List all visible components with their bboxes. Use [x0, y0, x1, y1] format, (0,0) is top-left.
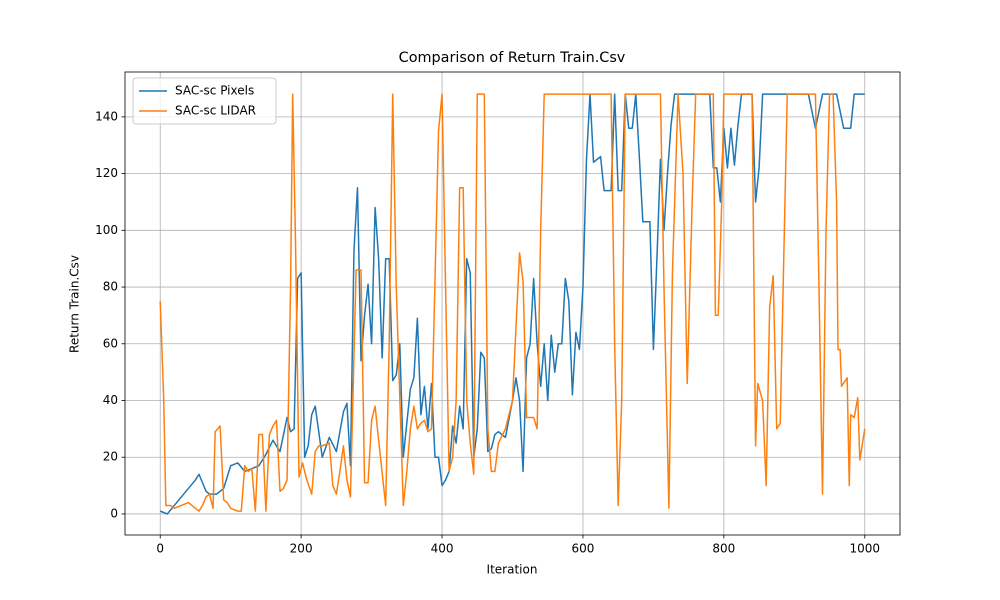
y-tick-label: 60: [103, 336, 118, 350]
x-tick-label: 200: [290, 542, 313, 556]
y-tick-label: 40: [103, 393, 118, 407]
axes-frame: [124, 71, 901, 536]
x-tick-label: 400: [431, 542, 454, 556]
y-tick-label: 120: [95, 166, 118, 180]
line-series: [159, 93, 866, 512]
y-axis-label: Return Train.Csv: [68, 255, 82, 353]
y-tick-label: 20: [103, 450, 118, 464]
y-tick-label: 80: [103, 280, 118, 294]
x-tick-label: 600: [572, 542, 595, 556]
y-tick-label: 140: [95, 109, 118, 123]
x-axis-label: Iteration: [487, 563, 538, 577]
x-tick-label: 800: [712, 542, 735, 556]
legend-label: SAC-sc Pixels: [175, 84, 254, 98]
chart-title: Comparison of Return Train.Csv: [399, 50, 626, 66]
legend-box: [132, 77, 277, 125]
legend-label: SAC-sc LIDAR: [175, 104, 256, 118]
legend: SAC-sc Pixels SAC-sc LIDAR: [132, 77, 277, 125]
y-tick-label: 0: [110, 506, 118, 520]
x-tick-label: 0: [156, 542, 164, 556]
y-tick-label: 100: [95, 223, 118, 237]
x-tick-label: 1000: [849, 542, 880, 556]
